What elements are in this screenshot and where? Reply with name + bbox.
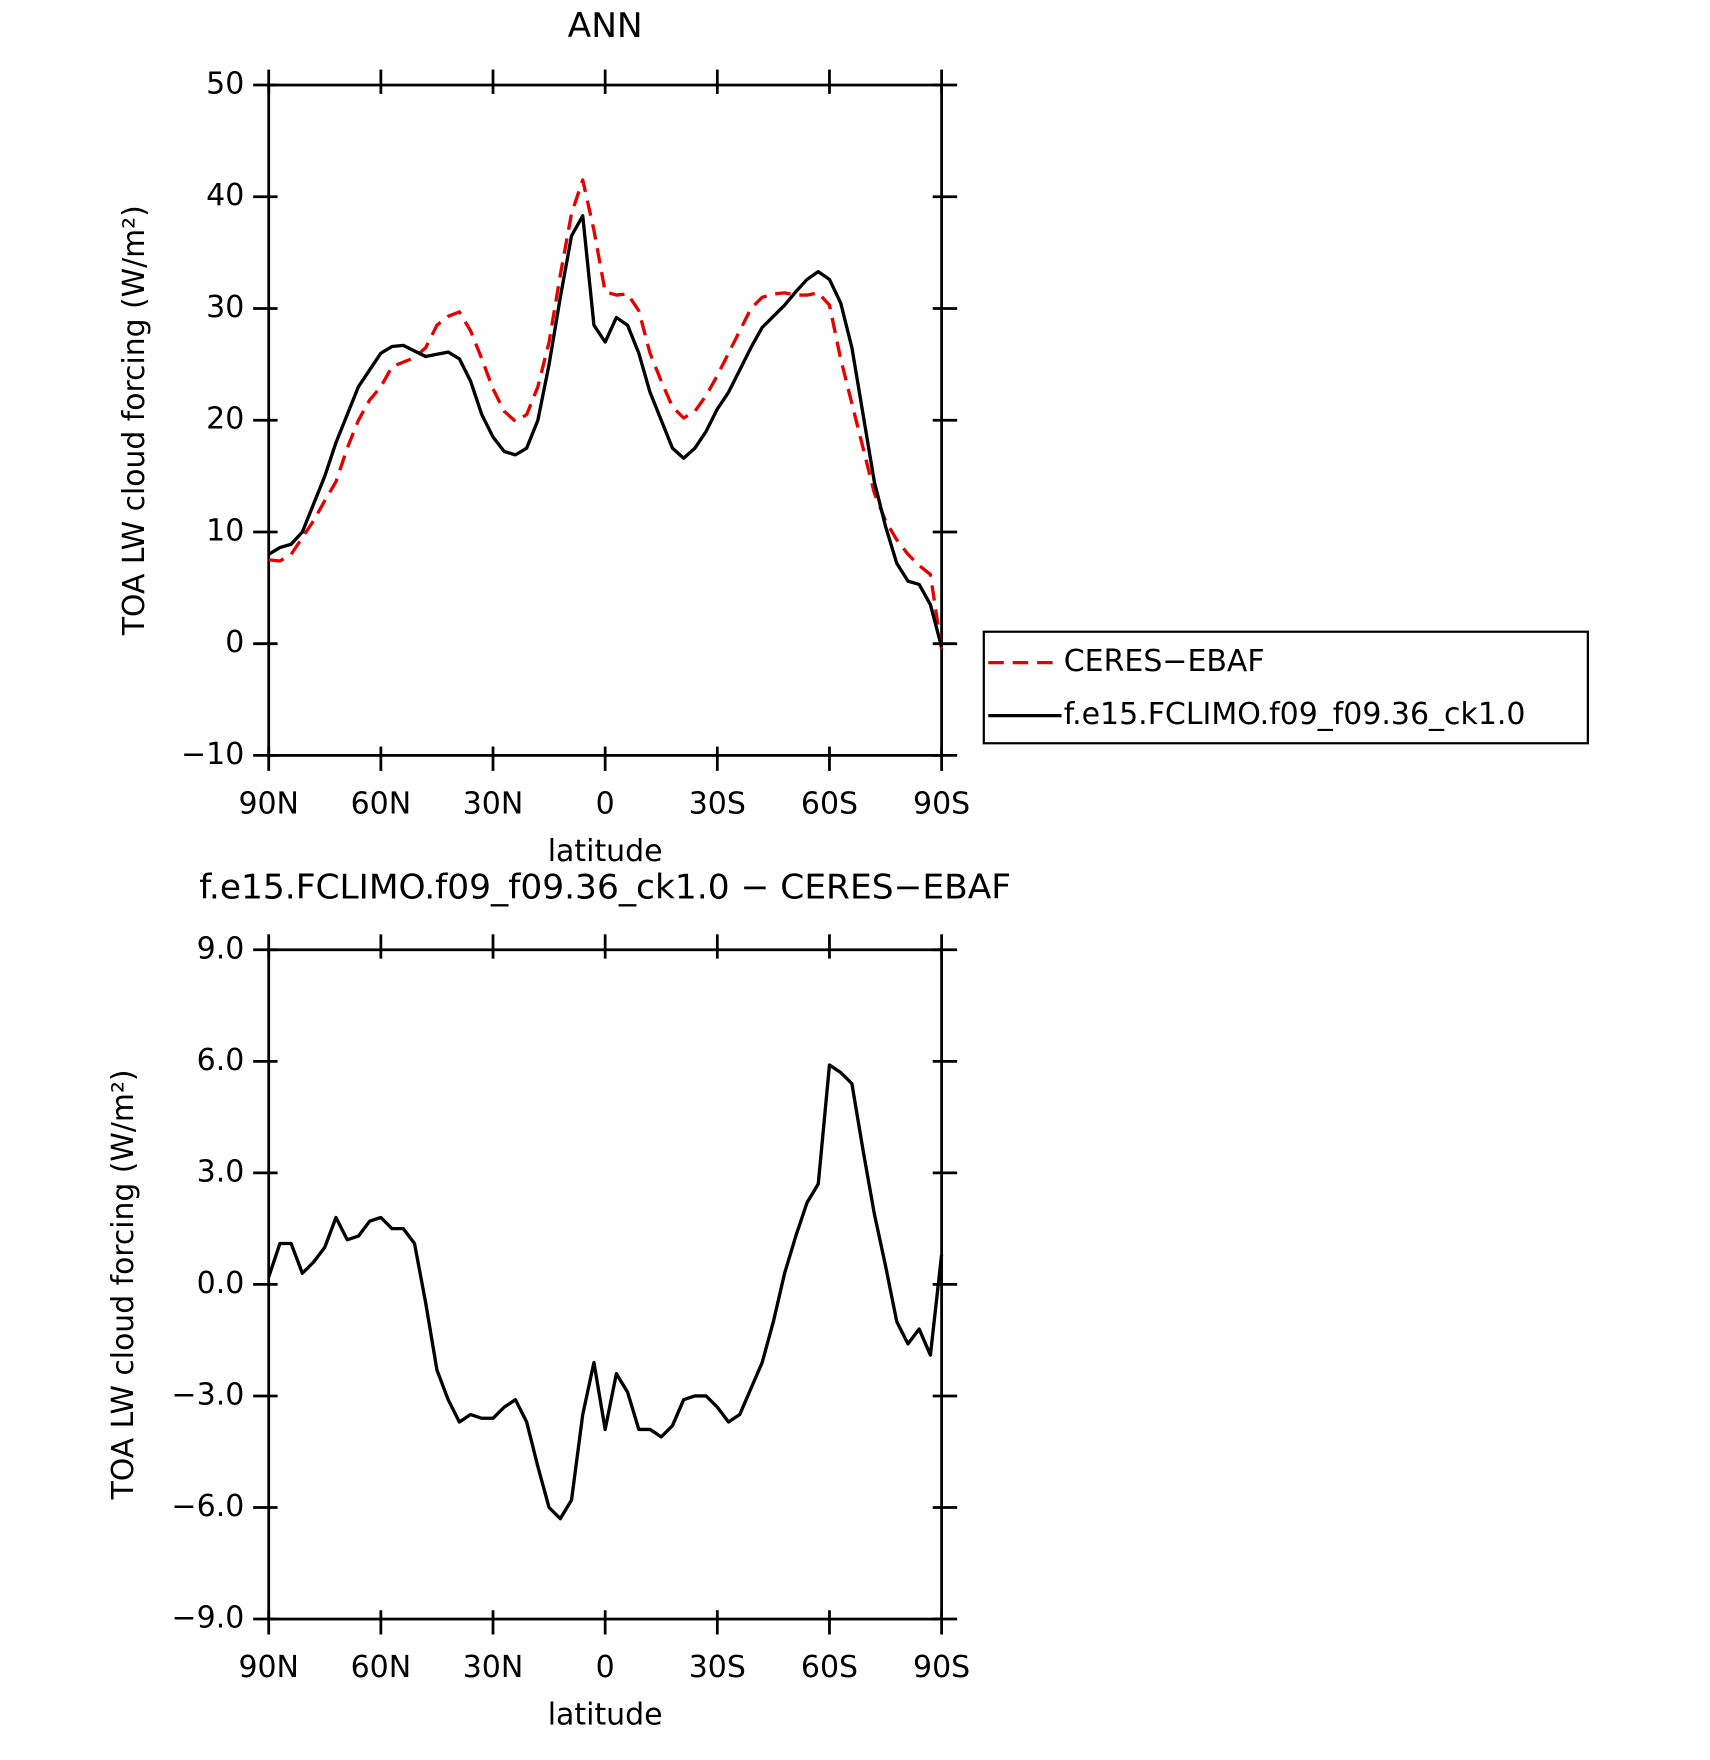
legend-box	[982, 630, 1589, 745]
legend-label: CERES−EBAF	[1064, 644, 1265, 679]
x-tick-label: 90S	[913, 787, 970, 822]
chart-title: f.e15.FCLIMO.f09_f09.36_ck1.0 − CERES−EB…	[199, 868, 1011, 908]
y-tick-label: 3.0	[197, 1154, 245, 1189]
y-tick-label: −10	[181, 737, 244, 772]
x-tick-label: 60N	[351, 1650, 412, 1685]
x-tick-label: 60N	[351, 787, 412, 822]
series-line	[267, 214, 944, 648]
x-tick-label: 90N	[238, 787, 299, 822]
y-tick-label: −3.0	[172, 1378, 245, 1413]
x-tick-label: 30S	[689, 787, 746, 822]
y-axis-label: TOA LW cloud forcing (W/m²)	[117, 205, 152, 636]
y-tick-label: 0	[225, 625, 244, 660]
x-tick-label: 30N	[463, 787, 524, 822]
y-tick-label: 30	[206, 290, 244, 325]
y-tick-label: 40	[206, 178, 244, 213]
plot-frame	[267, 948, 943, 1621]
x-tick-label: 60S	[801, 787, 858, 822]
y-tick-label: 9.0	[197, 931, 245, 966]
x-tick-label: 0	[596, 1650, 615, 1685]
y-tick-label: 10	[206, 514, 244, 549]
chart-title: ANN	[568, 6, 643, 46]
x-tick-label: 30S	[689, 1650, 746, 1685]
y-tick-label: 0.0	[197, 1266, 245, 1301]
y-tick-label: −9.0	[172, 1601, 245, 1636]
series-line	[268, 178, 944, 650]
y-axis-label: TOA LW cloud forcing (W/m²)	[106, 1069, 141, 1500]
y-tick-label: 20	[206, 402, 244, 437]
legend-label: f.e15.FCLIMO.f09_f09.36_ck1.0	[1064, 697, 1526, 732]
x-axis-label: latitude	[548, 834, 663, 869]
y-tick-label: −6.0	[172, 1489, 245, 1524]
x-tick-label: 0	[596, 787, 615, 822]
x-tick-label: 90N	[238, 1650, 299, 1685]
x-tick-label: 30N	[463, 1650, 524, 1685]
plot-frame	[267, 83, 943, 757]
series-line	[267, 1063, 944, 1521]
x-tick-label: 60S	[801, 1650, 858, 1685]
x-tick-label: 90S	[913, 1650, 970, 1685]
x-axis-label: latitude	[548, 1698, 663, 1733]
y-tick-label: 50	[206, 67, 244, 102]
y-tick-label: 6.0	[197, 1043, 245, 1078]
